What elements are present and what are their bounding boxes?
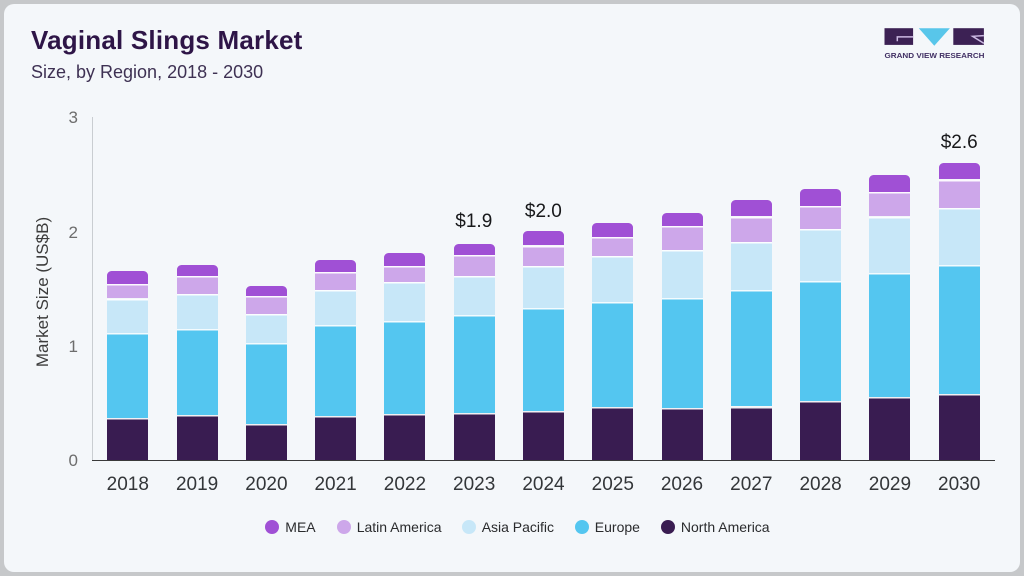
svg-text:GRAND VIEW RESEARCH: GRAND VIEW RESEARCH [885, 53, 985, 60]
